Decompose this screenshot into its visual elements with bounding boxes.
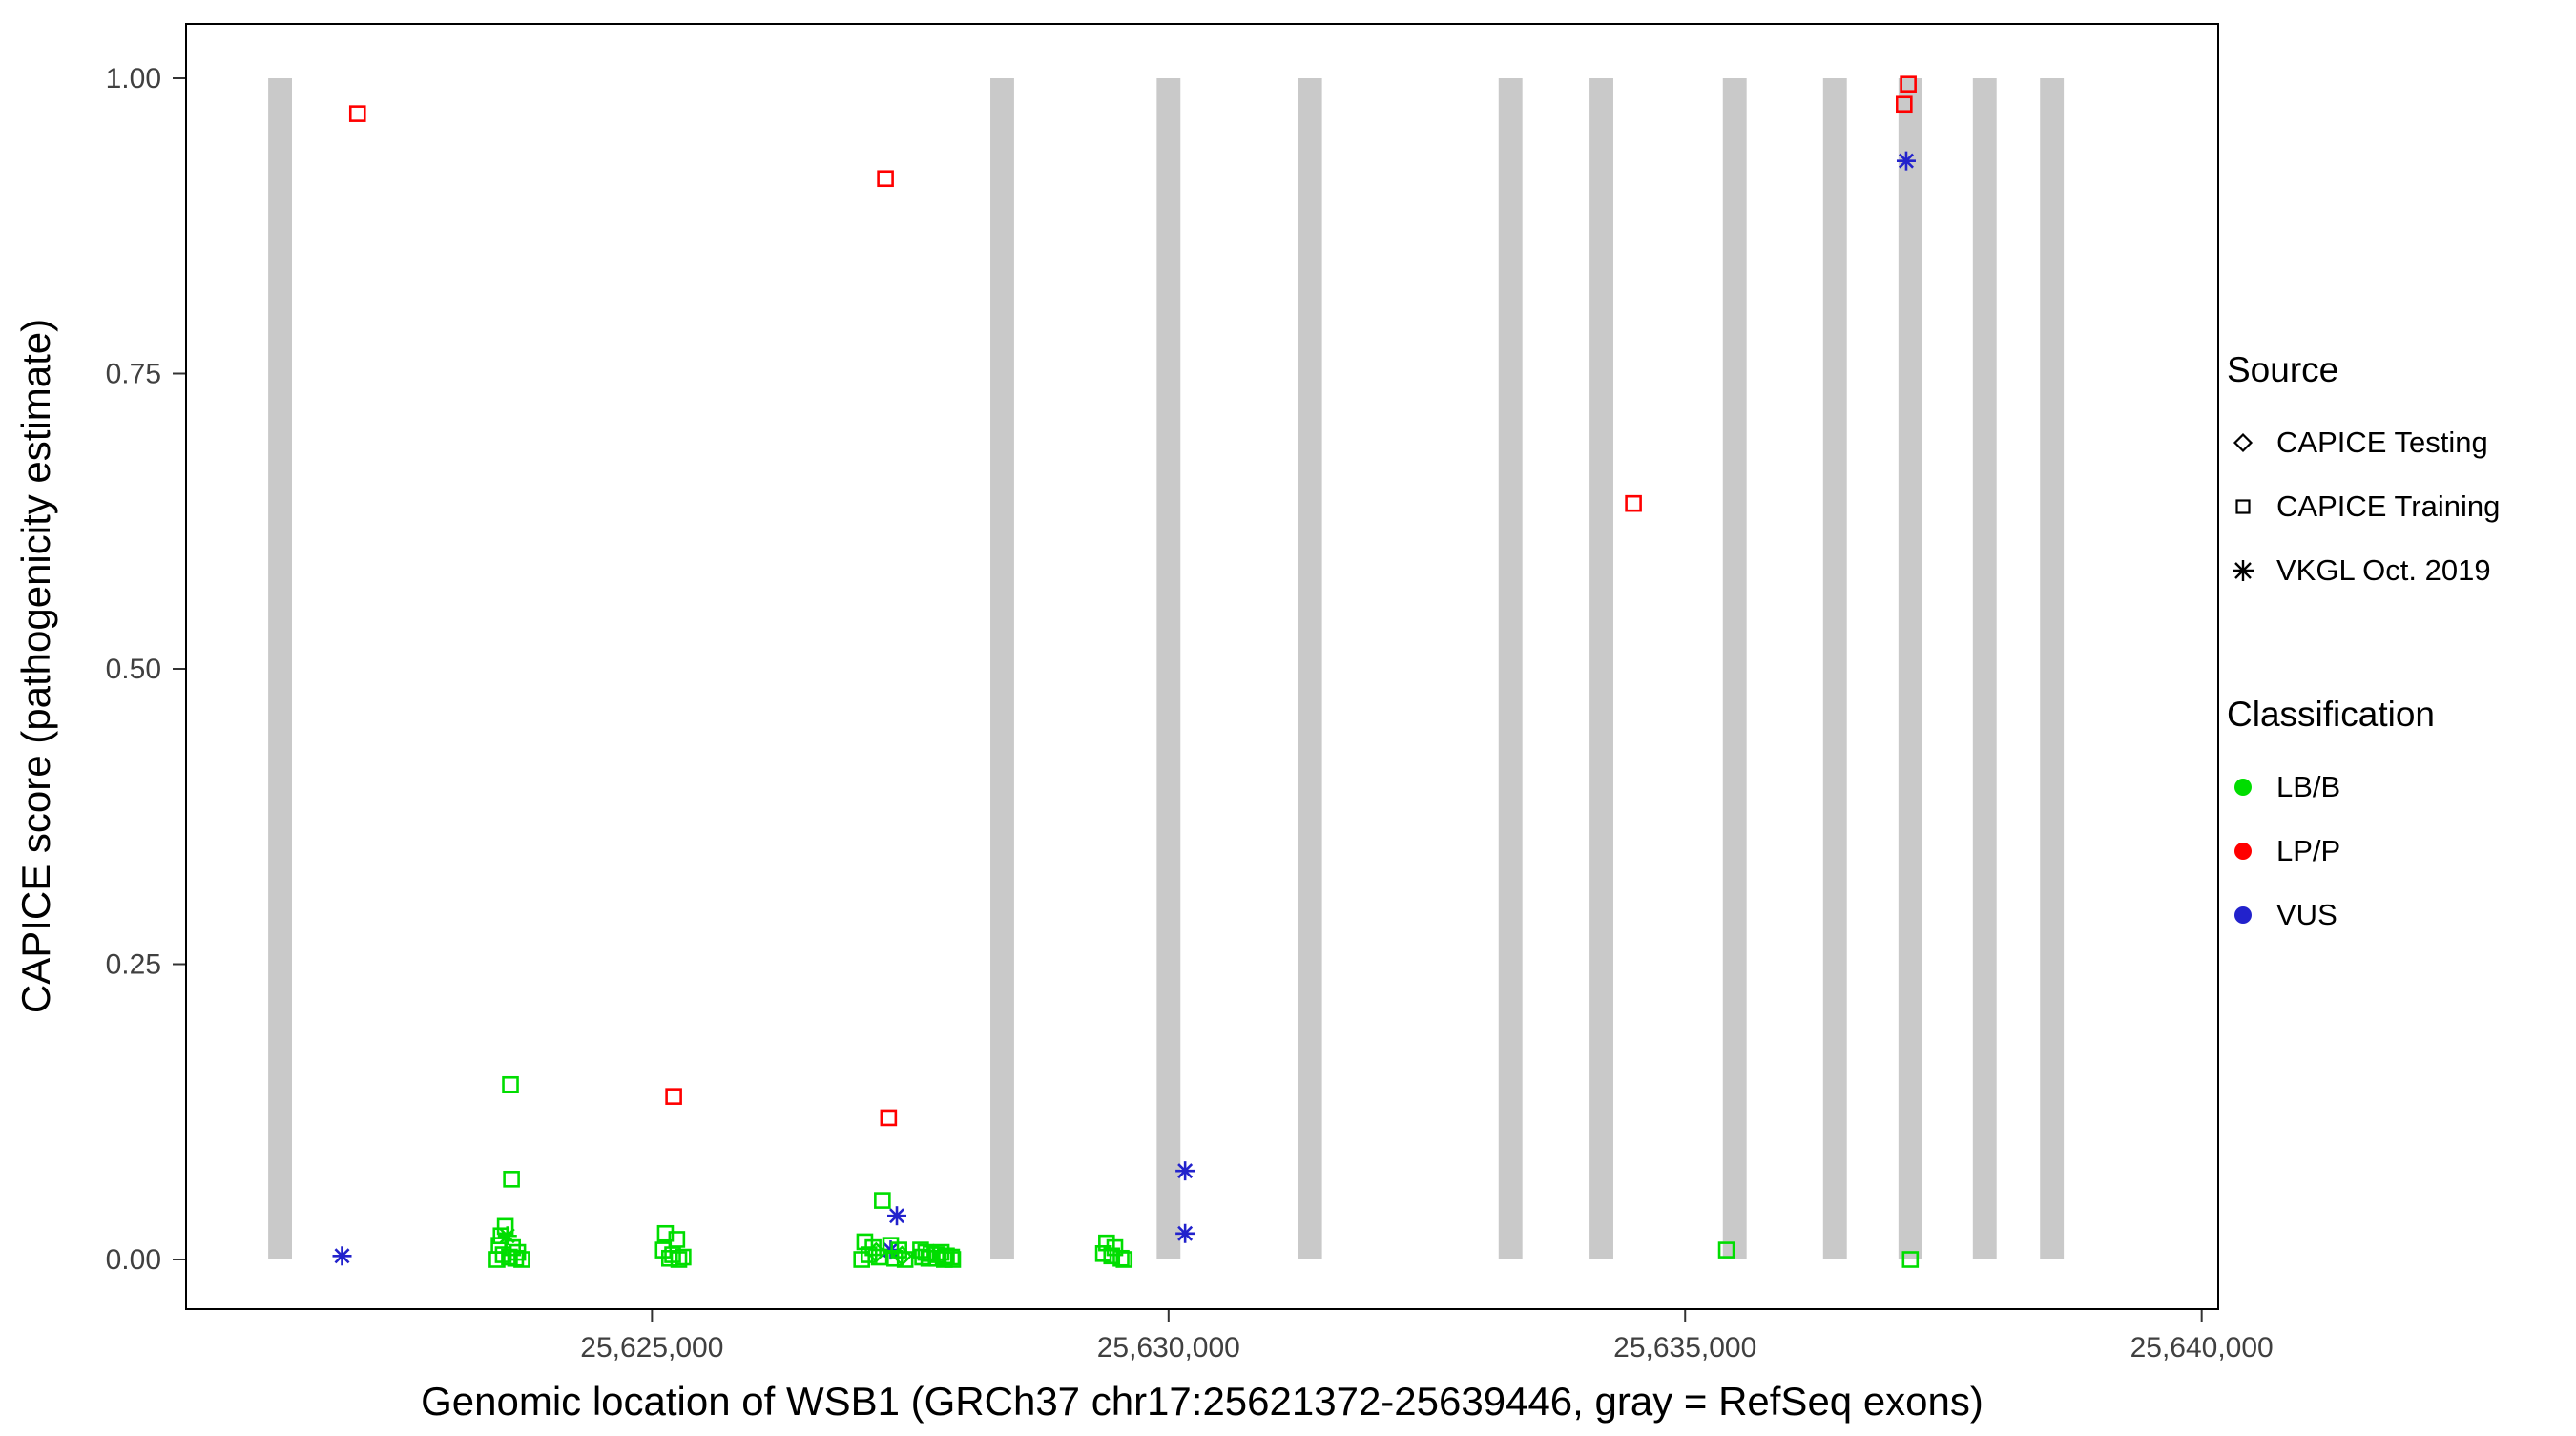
data-point xyxy=(1717,1241,1735,1259)
exon-bar xyxy=(1822,78,1847,1259)
data-point xyxy=(880,1109,898,1127)
y-tick-label: 0.75 xyxy=(106,359,161,390)
data-point xyxy=(488,1251,506,1268)
y-tick-label: 0.50 xyxy=(106,654,161,685)
legend-item-label: LB/B xyxy=(2276,769,2341,803)
data-point xyxy=(492,1227,510,1245)
data-point xyxy=(1896,95,1913,114)
legend-item-vkgl: VKGL Oct. 2019 xyxy=(2225,538,2568,602)
exon-bar xyxy=(1898,78,1922,1259)
data-point xyxy=(1901,1251,1920,1268)
y-tick-label: 0.25 xyxy=(106,949,161,981)
square-icon xyxy=(2225,489,2261,525)
y-tick-label: 0.00 xyxy=(106,1244,161,1276)
legend-item-label: LP/P xyxy=(2276,833,2341,867)
data-point xyxy=(886,1249,904,1267)
legend-item-lbb: LB/B xyxy=(2225,755,2568,819)
y-tick-label: 1.00 xyxy=(106,63,161,94)
x-tick-label: 25,625,000 xyxy=(580,1332,723,1363)
data-point xyxy=(332,1246,352,1266)
legend-item-label: CAPICE Training xyxy=(2276,489,2501,523)
x-tick-label: 25,640,000 xyxy=(2130,1332,2274,1363)
exon-bar xyxy=(1972,78,1997,1259)
green-dot-icon xyxy=(2225,769,2261,805)
red-dot-icon xyxy=(2225,833,2261,869)
data-point xyxy=(1103,1247,1121,1265)
legend-item-lpp: LP/P xyxy=(2225,819,2568,883)
legend-classification-title: Classification xyxy=(2227,695,2435,734)
data-point xyxy=(348,105,366,122)
data-point xyxy=(513,1251,530,1268)
data-point xyxy=(503,1171,520,1188)
panel-border xyxy=(185,23,2219,1310)
blue-dot-icon xyxy=(2225,897,2261,933)
data-point xyxy=(1896,151,1916,171)
legend-item-label: VUS xyxy=(2276,897,2337,931)
legend-classification: Classification LB/B LP/P VUS xyxy=(2225,694,2568,947)
data-point xyxy=(891,1245,913,1267)
data-point xyxy=(496,1217,514,1236)
data-point xyxy=(853,1251,870,1268)
data-point xyxy=(1175,1161,1195,1181)
data-point xyxy=(874,1192,891,1209)
exon-bar xyxy=(1722,78,1747,1259)
exon-bar xyxy=(1498,78,1523,1259)
data-point xyxy=(656,1224,675,1242)
exon-bar xyxy=(2040,78,2065,1259)
x-tick-label: 25,635,000 xyxy=(1613,1332,1756,1363)
legend-item-capice-testing: CAPICE Testing xyxy=(2225,410,2568,474)
data-point xyxy=(887,1206,907,1226)
legend-item-label: CAPICE Testing xyxy=(2276,425,2488,459)
data-point xyxy=(1175,1223,1195,1243)
y-axis-title: CAPICE score (pathogenicity estimate) xyxy=(13,319,58,1013)
asterisk-icon xyxy=(2225,552,2261,589)
legend-item-label: VKGL Oct. 2019 xyxy=(2276,552,2491,587)
diamond-icon xyxy=(2225,425,2261,461)
x-tick-label: 25,630,000 xyxy=(1097,1332,1240,1363)
legend-source-title: Source xyxy=(2227,350,2339,389)
data-point xyxy=(865,1241,887,1263)
data-point xyxy=(1900,75,1917,93)
exon-bar xyxy=(1589,78,1613,1259)
legend-source: Source CAPICE Testing CAPICE Training xyxy=(2225,349,2568,602)
legend: Source CAPICE Testing CAPICE Training xyxy=(2225,349,2568,947)
data-point xyxy=(1625,494,1642,512)
legend-item-vus: VUS xyxy=(2225,883,2568,947)
exon-bar xyxy=(990,78,1014,1259)
data-point xyxy=(665,1088,682,1105)
data-point xyxy=(877,170,894,188)
exon-bar xyxy=(268,78,292,1259)
data-point xyxy=(944,1251,962,1268)
legend-item-capice-training: CAPICE Training xyxy=(2225,474,2568,538)
exon-bar xyxy=(1298,78,1322,1259)
data-point xyxy=(670,1251,688,1268)
data-point xyxy=(660,1249,678,1267)
x-axis-title: Genomic location of WSB1 (GRCh37 chr17:2… xyxy=(421,1379,1984,1424)
exon-bar xyxy=(1156,78,1181,1259)
data-point xyxy=(502,1075,519,1093)
data-point xyxy=(1115,1251,1133,1268)
